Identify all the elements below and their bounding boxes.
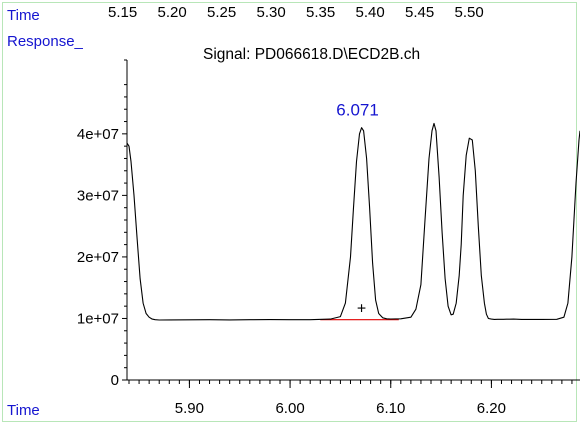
x-tick-label: 6.10: [376, 400, 405, 417]
top-time-tick: 5.30: [256, 4, 286, 21]
x-tick-label: 5.90: [175, 400, 204, 417]
top-time-tick: 5.25: [207, 4, 237, 21]
bottom-time-label: Time: [7, 402, 40, 419]
top-time-tick: 5.15: [108, 4, 138, 21]
top-time-tick: 5.35: [306, 4, 336, 21]
x-tick-label: 6.00: [275, 400, 304, 417]
peak-retention-label: 6.071: [336, 101, 379, 120]
y-tick-label: 4e+07: [77, 126, 119, 143]
y-tick-label: 0: [111, 372, 119, 389]
signal-trace: [126, 122, 580, 321]
y-tick-label: 1e+07: [77, 310, 119, 327]
top-time-label: Time: [7, 7, 40, 24]
peak-apex-marker: +: [357, 301, 366, 318]
y-tick-label: 2e+07: [77, 249, 119, 266]
response-label: Response_: [7, 33, 83, 50]
top-time-tick: 5.40: [355, 4, 385, 21]
y-tick-label: 3e+07: [77, 187, 119, 204]
top-time-tick: 5.45: [405, 4, 435, 21]
x-tick-label: 6.20: [477, 400, 506, 417]
top-time-tick: 5.50: [454, 4, 484, 21]
top-time-tick: 5.20: [157, 4, 187, 21]
signal-title: Signal: PD066618.D\ECD2B.ch: [203, 46, 421, 63]
